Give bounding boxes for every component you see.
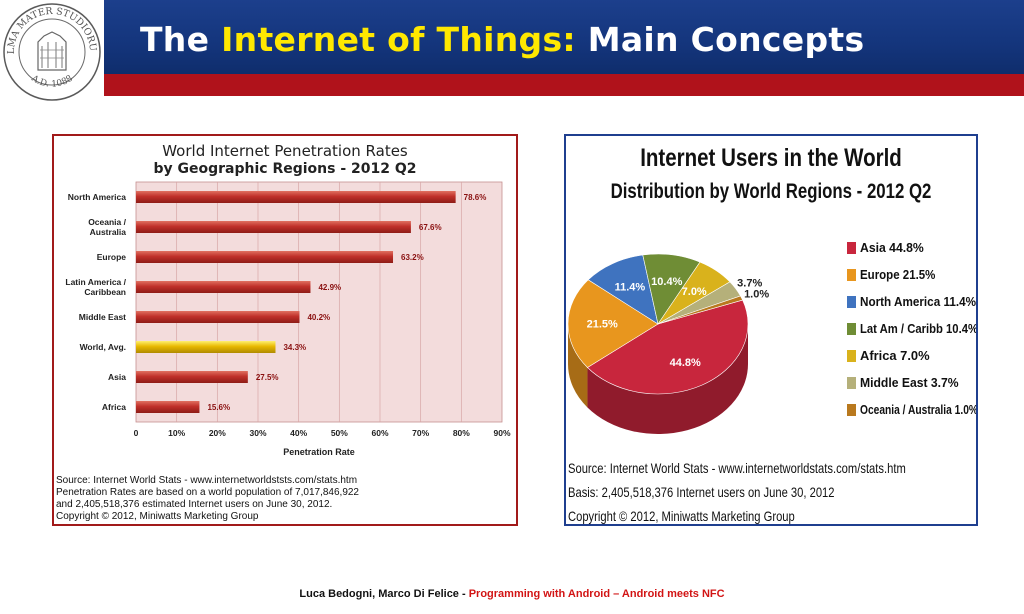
pie-data-label: 7.0% (682, 286, 707, 298)
pie-data-label: 11.4% (615, 282, 646, 294)
bar (136, 221, 411, 233)
x-tick-label: 40% (290, 428, 307, 438)
bar-value-label: 67.6% (419, 223, 442, 232)
category-label: Africa (102, 402, 126, 412)
legend-swatch (847, 296, 856, 308)
category-label: Middle East (79, 312, 126, 322)
pie-data-label: 10.4% (651, 276, 682, 288)
category-label: Latin America / (65, 277, 126, 287)
bar (136, 401, 200, 413)
x-tick-label: 70% (412, 428, 429, 438)
legend-label: Europe 21.5% (860, 268, 935, 282)
legend-label: Lat Am / Caribb 10.4% (860, 322, 976, 336)
pie-data-label: 1.0% (744, 288, 769, 300)
distribution-source-line-2: Basis: 2,405,518,376 Internet users on J… (568, 484, 835, 500)
bar (136, 341, 276, 353)
legend-swatch (847, 323, 856, 335)
legend-label: North America 11.4% (860, 295, 976, 309)
x-tick-label: 0 (134, 428, 139, 438)
distribution-source-line-1: Source: Internet World Stats - www.inter… (568, 460, 906, 476)
x-tick-label: 10% (168, 428, 185, 438)
footer-separator: - (458, 588, 469, 600)
distribution-chart-subtitle: Distribution by World Regions - 2012 Q2 (610, 180, 932, 203)
distribution-source-line-3: Copyright © 2012, Miniwatts Marketing Gr… (568, 508, 795, 524)
pie-slice (657, 295, 743, 325)
bar (136, 281, 311, 293)
category-label: Asia (108, 372, 126, 382)
x-axis-label: Penetration Rate (283, 447, 355, 457)
penetration-chart-title: World Internet Penetration Rates (162, 142, 408, 160)
x-tick-label: 30% (249, 428, 266, 438)
distribution-chart-title: Internet Users in the World (640, 144, 902, 172)
slide-title: The Internet of Things: Main Concepts (140, 20, 864, 59)
pie-data-label: 3.7% (737, 277, 762, 289)
penetration-source-line-4: Copyright © 2012, Miniwatts Marketing Gr… (56, 511, 259, 522)
users-distribution-panel: Internet Users in the World Distribution… (564, 134, 978, 526)
bar-value-label: 42.9% (318, 283, 341, 292)
legend-label: Oceania / Australia 1.0% (860, 403, 976, 417)
category-label: North America (68, 192, 127, 202)
pie-data-label: 21.5% (587, 319, 618, 331)
bar (136, 311, 300, 323)
pie-side-wall (568, 324, 588, 408)
penetration-chart-subtitle: by Geographic Regions - 2012 Q2 (153, 161, 417, 177)
legend-label: Africa 7.0% (860, 349, 930, 363)
pie-data-label: 44.8% (670, 357, 701, 369)
legend-swatch (847, 377, 856, 389)
penetration-source-line-1: Source: Internet World Stats - www.inter… (56, 475, 358, 486)
x-tick-label: 20% (209, 428, 226, 438)
penetration-chart-panel: World Internet Penetration Rates by Geog… (52, 134, 518, 526)
bar (136, 251, 394, 263)
footer-authors: Luca Bedogni, Marco Di Felice (299, 588, 459, 600)
title-rest: Main Concepts (587, 20, 865, 59)
title-lead: The (140, 20, 210, 59)
x-tick-label: 80% (453, 428, 470, 438)
svg-text:A.D. 1088: A.D. 1088 (28, 73, 74, 90)
legend-swatch (847, 404, 856, 416)
x-tick-label: 60% (371, 428, 388, 438)
pie-slice (586, 299, 749, 395)
legend-swatch (847, 269, 856, 281)
x-tick-label: 90% (493, 428, 510, 438)
bar (136, 191, 456, 203)
bar-value-label: 78.6% (464, 193, 487, 202)
distribution-pie-chart: 44.8% 21.5% 11.4% 10.4%7.0% 3.7%1.0% Asia 44.… (567, 241, 976, 434)
bar-value-label: 40.2% (307, 313, 330, 322)
category-label: Australia (90, 227, 127, 237)
pie-side-wall (587, 324, 748, 434)
penetration-source-line-3: and 2,405,518,376 estimated Internet use… (56, 499, 333, 510)
bar-value-label: 15.6% (207, 403, 230, 412)
category-label: Oceania / (88, 217, 126, 227)
legend-label: Asia 44.8% (860, 241, 924, 255)
pie-slice (587, 254, 659, 325)
category-label: World, Avg. (80, 342, 126, 352)
header-band (104, 0, 1024, 74)
footer-course-title: Programming with Android – Android meets… (468, 588, 725, 600)
header-red-strip (104, 74, 1024, 96)
bar-value-label: 63.2% (401, 253, 424, 262)
plot-area (135, 181, 503, 423)
x-tick-label: 50% (331, 428, 348, 438)
bar-value-label: 34.3% (283, 343, 306, 352)
legend-swatch (847, 242, 856, 254)
penetration-bar-chart: 0 10% 20% 30% 40% 50% 60% 70% 80% 90% Penetration … (65, 181, 511, 457)
slide-footer: Luca Bedogni, Marco Di Felice - Programm… (0, 588, 1024, 600)
pie-slice (567, 279, 659, 368)
university-seal-logo: ALMA MATER STUDIORUM A.D. 1088 (2, 2, 101, 101)
category-label: Caribbean (84, 287, 126, 297)
penetration-source-line-2: Penetration Rates are based on a world p… (56, 487, 359, 498)
bar-value-label: 27.5% (256, 373, 279, 382)
category-label: Europe (97, 252, 127, 262)
legend-label: Middle East 3.7% (860, 376, 959, 390)
bar (136, 371, 248, 383)
title-highlight: Internet of Things: (221, 20, 576, 59)
legend-swatch (847, 350, 856, 362)
